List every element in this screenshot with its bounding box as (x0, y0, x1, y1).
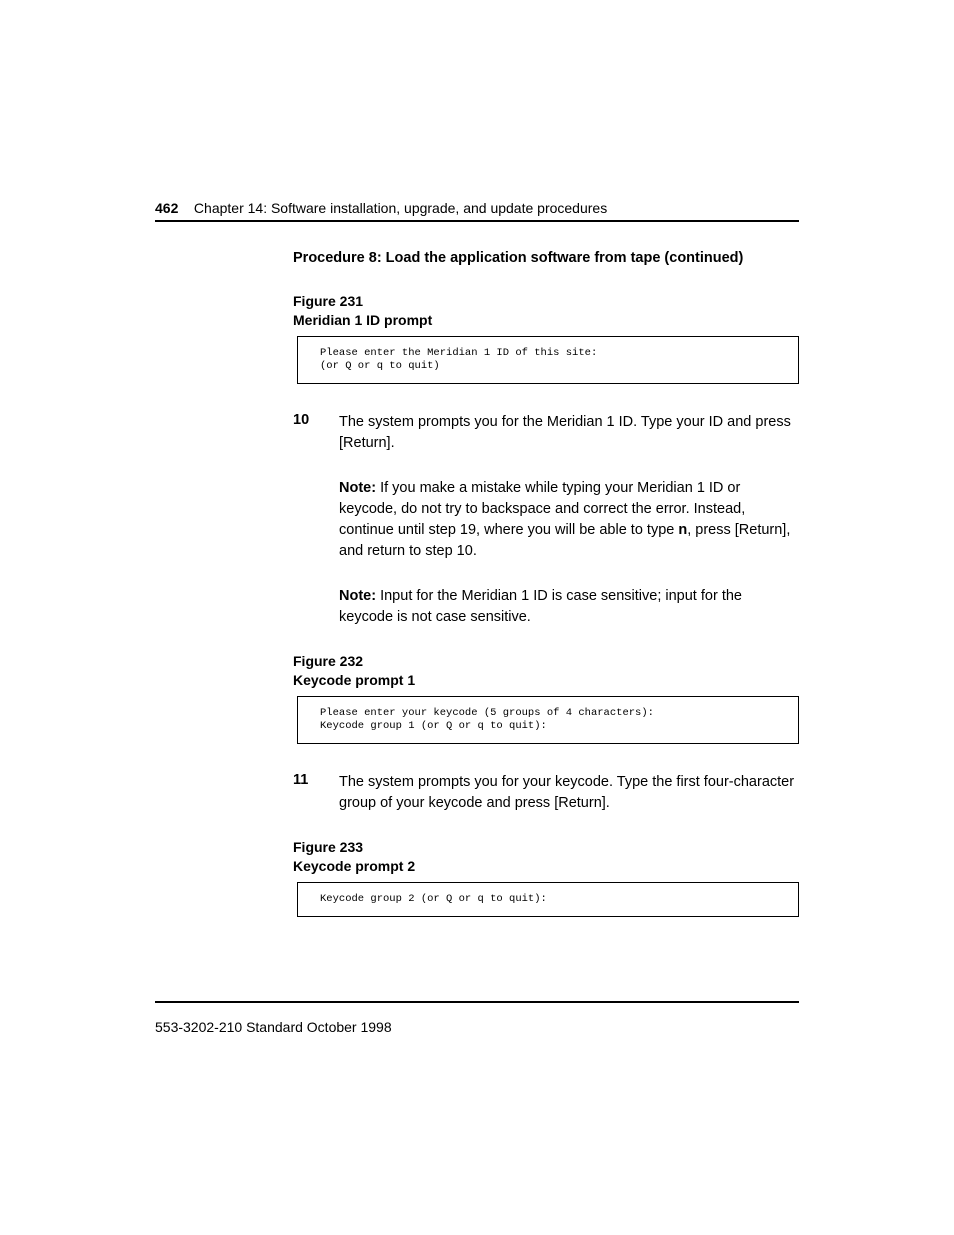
note-2: Note: Input for the Meridian 1 ID is cas… (339, 586, 799, 628)
main-body: Procedure 8: Load the application softwa… (293, 250, 799, 917)
page-content: 462 Chapter 14: Software installation, u… (0, 0, 954, 917)
chapter-title (182, 200, 194, 216)
figure-231-codebox: Please enter the Meridian 1 ID of this s… (297, 336, 799, 384)
chapter-text: Chapter 14: Software installation, upgra… (194, 200, 607, 216)
figure-233-number: Figure 233 (293, 839, 363, 855)
step-10-number: 10 (293, 412, 339, 454)
note-1: Note: If you make a mistake while typing… (339, 478, 799, 562)
figure-231-title: Meridian 1 ID prompt (293, 312, 432, 328)
figure-231-label: Figure 231 Meridian 1 ID prompt (293, 292, 799, 330)
footer-text: 553-3202-210 Standard October 1998 (155, 1019, 392, 1035)
note-2-text: Input for the Meridian 1 ID is case sens… (339, 588, 742, 625)
figure-231-number: Figure 231 (293, 293, 363, 309)
note-2-label: Note: (339, 588, 376, 604)
page-number: 462 (155, 200, 178, 216)
procedure-title: Procedure 8: Load the application softwa… (293, 250, 799, 266)
step-11-text: The system prompts you for your keycode.… (339, 772, 799, 814)
figure-232-number: Figure 232 (293, 653, 363, 669)
step-10-text: The system prompts you for the Meridian … (339, 412, 799, 454)
step-11-number: 11 (293, 772, 339, 814)
figure-232-label: Figure 232 Keycode prompt 1 (293, 652, 799, 690)
step-11: 11 The system prompts you for your keyco… (293, 772, 799, 814)
note-1-label: Note: (339, 480, 376, 496)
page-header: 462 Chapter 14: Software installation, u… (155, 200, 799, 222)
page-footer: 553-3202-210 Standard October 1998 (155, 1001, 799, 1035)
note-1-bold: n (678, 522, 687, 538)
step-10: 10 The system prompts you for the Meridi… (293, 412, 799, 454)
figure-233-codebox: Keycode group 2 (or Q or q to quit): (297, 882, 799, 917)
figure-233-label: Figure 233 Keycode prompt 2 (293, 838, 799, 876)
figure-232-title: Keycode prompt 1 (293, 672, 415, 688)
figure-232-codebox: Please enter your keycode (5 groups of 4… (297, 696, 799, 744)
figure-233-title: Keycode prompt 2 (293, 858, 415, 874)
